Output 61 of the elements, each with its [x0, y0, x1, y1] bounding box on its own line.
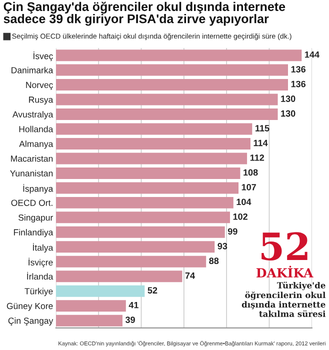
y-tick-label: Macaristan — [11, 155, 53, 162]
bar — [56, 79, 288, 91]
chart-title: Çin Şangay'da öğrenciler okul dışında internete sadece 39 dk giriyor PISA'da zirve yapıyorlar — [4, 2, 286, 26]
data-label: 88 — [209, 258, 219, 264]
data-label: 99 — [228, 228, 238, 235]
data-label: 136 — [291, 66, 306, 72]
bar — [56, 64, 288, 76]
data-label: 104 — [236, 198, 252, 206]
y-tick-label: Güney Kore — [6, 302, 53, 311]
y-tick-label: Çin Şangay — [8, 317, 54, 326]
data-label: 108 — [244, 169, 258, 176]
y-tick-label: Singapur — [18, 214, 54, 222]
y-tick-label: İrlanda — [27, 272, 54, 280]
bar — [56, 270, 182, 282]
y-tick-label: OECD Ort. — [11, 200, 52, 206]
data-label: 136 — [291, 80, 306, 88]
bar — [56, 241, 215, 253]
y-tick-label: Rusya — [29, 96, 54, 105]
data-label: 74 — [185, 272, 195, 279]
bar — [56, 152, 248, 164]
y-tick-label: İsviçre — [28, 258, 53, 268]
bar — [56, 196, 234, 208]
annotation: 52 — [262, 232, 308, 260]
bar — [56, 123, 252, 135]
data-label: 41 — [128, 302, 138, 308]
data-label: 114 — [254, 140, 268, 146]
annotation: Türkiye'de öğrencilerin okul dışında internette takılma süresi — [242, 282, 326, 317]
bar — [56, 285, 145, 297]
y-tick-label: Danimarka — [12, 66, 54, 74]
bar — [56, 138, 250, 150]
bar — [56, 182, 239, 194]
y-tick-label: Avustralya — [12, 111, 54, 120]
bar — [56, 314, 122, 326]
y-tick-label: Almanya — [19, 140, 54, 149]
data-label: 144 — [305, 51, 320, 58]
bar — [56, 50, 302, 62]
bar — [56, 94, 278, 106]
bar — [56, 167, 240, 179]
data-label: 102 — [233, 213, 248, 220]
y-tick-label: Yunanistan — [10, 170, 53, 176]
y-tick-label: İsveç — [34, 52, 53, 61]
y-tick-label: Finlandiya — [14, 228, 54, 238]
data-label: 115 — [256, 125, 270, 132]
y-tick-label: Türkiye — [24, 288, 53, 296]
bar — [56, 300, 126, 312]
data-label: 112 — [250, 154, 264, 161]
data-label: 52 — [148, 287, 158, 294]
bar — [56, 256, 206, 268]
bar — [56, 212, 230, 224]
annotation: DAKİKA — [256, 266, 314, 278]
y-tick-label: İspanya — [23, 184, 54, 194]
bar — [56, 108, 278, 120]
data-label: 130 — [281, 96, 296, 102]
bar — [56, 226, 225, 238]
data-label: 130 — [281, 110, 296, 117]
data-label: 93 — [218, 242, 228, 250]
y-tick-label: Norveç — [26, 82, 53, 90]
y-tick-label: Hollanda — [19, 126, 54, 132]
y-tick-label: İtalya — [33, 243, 54, 252]
data-label: 107 — [242, 184, 256, 190]
data-label: 39 — [125, 316, 135, 324]
